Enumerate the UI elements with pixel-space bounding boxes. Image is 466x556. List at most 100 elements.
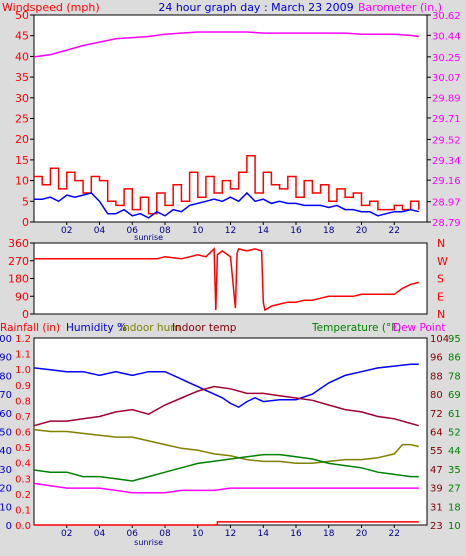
barometer-tick-label: 30.07	[432, 73, 461, 84]
humidity-tick-label: 70	[0, 390, 12, 401]
rain-tick-label: 0.0	[15, 521, 31, 532]
rain-tick-label: 0.2	[15, 490, 31, 501]
rain-tick-label: 0.7	[15, 412, 31, 423]
barometer-tick-label: 29.89	[432, 94, 461, 105]
indoor-temp-tick-label: 88	[430, 371, 443, 382]
temperature-x-tick-label: 12	[225, 529, 236, 539]
temperature-tick-label: 86	[448, 353, 461, 364]
wind-x-tick-label: 06	[127, 226, 139, 236]
barometer-tick-label: 28.79	[432, 218, 461, 229]
indoor-temp-tick-label: 72	[430, 409, 443, 420]
header-label-temperature-f: Temperature (°F)	[311, 322, 401, 334]
header-label-indoor-hum: Indoor hum	[120, 322, 180, 334]
direction-y-ticks: 0 90 180 270 360	[8, 237, 34, 321]
header-label-humidity: Humidity %	[66, 322, 127, 334]
windspeed-tick-label: 50	[15, 9, 29, 22]
barometer-axis-title: Barometer (in.)	[358, 1, 442, 14]
barometer-tick-label: 29.52	[432, 135, 461, 146]
header-label-dew-point: Dew Point	[393, 322, 446, 334]
indoor-temp-tick-label: 80	[430, 390, 443, 401]
temperature-tick-label: 10	[448, 521, 461, 532]
temperature-x-tick-label: 06	[127, 529, 139, 539]
wind-plot-area	[33, 14, 428, 223]
indoor-temp-tick-label: 47	[430, 465, 443, 476]
temperature-panel: Rainfall (in) Humidity %Indoor humIndoor …	[0, 322, 461, 547]
temperature-tick-label: 52	[448, 428, 461, 439]
barometer-tick-label: 30.25	[432, 53, 461, 64]
barometer-tick-label: 30.44	[432, 31, 461, 42]
temperature-x-tick-label: 04	[94, 529, 106, 539]
direction-plot-area	[33, 242, 428, 315]
barometer-y-ticks: 28.79 28.97 29.16 29.34 29.52 29.71 29.89 30.07…	[427, 11, 461, 229]
temperature-x-tick-label: 18	[323, 529, 335, 539]
sunrise-label: sunrise	[134, 233, 163, 242]
indoor-temp-tick-label: 23	[430, 521, 443, 532]
windspeed-tick-label: 0	[22, 216, 29, 229]
humidity-tick-label: 30	[0, 465, 12, 476]
header-label-indoor-temp: Indoor temp	[172, 322, 237, 334]
dew-point-line	[33, 482, 419, 494]
windspeed-tick-label: 15	[15, 154, 29, 167]
humidity-tick-label: 40	[0, 446, 12, 457]
barometer-tick-label: 29.71	[432, 114, 461, 125]
humidity-tick-label: 50	[0, 428, 12, 439]
barometer-tick-label: 29.16	[432, 176, 461, 187]
barometer-tick-label: 28.97	[432, 198, 461, 209]
barometer-tick-label: 30.62	[432, 11, 461, 22]
indoor-temp-tick-label: 31	[430, 502, 443, 513]
wind-x-tick-label: 22	[389, 226, 400, 236]
rain-tick-label: 0.6	[15, 428, 31, 439]
temperature-tick-label: 61	[448, 409, 461, 420]
wind-x-tick-label: 04	[94, 226, 106, 236]
compass-label: N	[437, 308, 445, 321]
humidity-tick-label: 90	[0, 353, 12, 364]
temperature-x-ticks: 02 04 06 08 10 12 14 16 18 20 22	[61, 525, 400, 539]
temperature-x-tick-label: 22	[389, 529, 400, 539]
wind-x-tick-label: 20	[356, 226, 368, 236]
humidity-tick-label: 0	[6, 521, 12, 532]
temperature-tick-label: 95	[448, 334, 461, 345]
wind-panel: 0 5 10 15 20 25 30 35 40 45 50 28.79 28.97 29.16 29.3…	[15, 9, 461, 242]
wind-x-tick-label: 10	[192, 226, 204, 236]
indoor-temp-tick-label: 104	[430, 334, 449, 345]
windspeed-tick-label: 10	[15, 175, 29, 188]
wind-series	[33, 31, 420, 219]
rain-tick-label: 0.4	[15, 459, 31, 470]
temperature-tick-label: 35	[448, 465, 461, 476]
indoor-temp-tick-label: 39	[430, 484, 443, 495]
temperature-tick-label: 69	[448, 390, 461, 401]
rain-tick-label: 0.5	[15, 443, 31, 454]
humidity-tick-label: 80	[0, 371, 12, 382]
temperature-panel-headers: Rainfall (in) Humidity %Indoor humIndoor …	[0, 322, 446, 334]
humidity-tick-label: 100	[0, 334, 12, 345]
windspeed-y-ticks: 0 5 10 15 20 25 30 35 40 45 50	[15, 9, 34, 229]
rain-tick-label: 1.2	[15, 334, 31, 345]
rain-tick-label: 0.9	[15, 381, 31, 392]
indoor-temp-tick-label: 96	[430, 353, 443, 364]
rain-tick-label: 1.1	[15, 350, 31, 361]
rain-tick-label: 0.3	[15, 474, 31, 485]
windspeed-tick-label: 25	[15, 113, 29, 126]
temperature-tick-label: 18	[448, 502, 461, 513]
sunrise-label-bottom: sunrise	[134, 538, 163, 547]
chart-title: 24 hour graph day : March 23 2009	[158, 1, 353, 14]
rain-tick-label: 0.1	[15, 505, 31, 516]
humidity-tick-label: 60	[0, 409, 12, 420]
temperature-x-tick-label: 14	[258, 529, 270, 539]
temperature-x-tick-label: 10	[192, 529, 204, 539]
temperature-x-tick-label: 20	[356, 529, 368, 539]
humidity-tick-label: 20	[0, 484, 12, 495]
compass-label: E	[437, 290, 444, 303]
direction-series	[34, 247, 419, 312]
humidity-line	[33, 363, 419, 409]
indoor-temp-tick-label: 64	[430, 428, 443, 439]
wind-x-tick-label: 18	[323, 226, 335, 236]
gust-line	[34, 155, 420, 215]
compass-label: S	[437, 273, 444, 286]
wind-x-tick-label: 14	[258, 226, 270, 236]
temperature-x-tick-label: 02	[61, 529, 72, 539]
indoor-temp-tick-label: 55	[430, 446, 443, 457]
temperature-panel-axes: 0.0 0.1 0.2 0.3 0.4 0.5 0.6 0.7 0.8 0.9 1.0 1.1 1.2 0…	[0, 334, 461, 532]
